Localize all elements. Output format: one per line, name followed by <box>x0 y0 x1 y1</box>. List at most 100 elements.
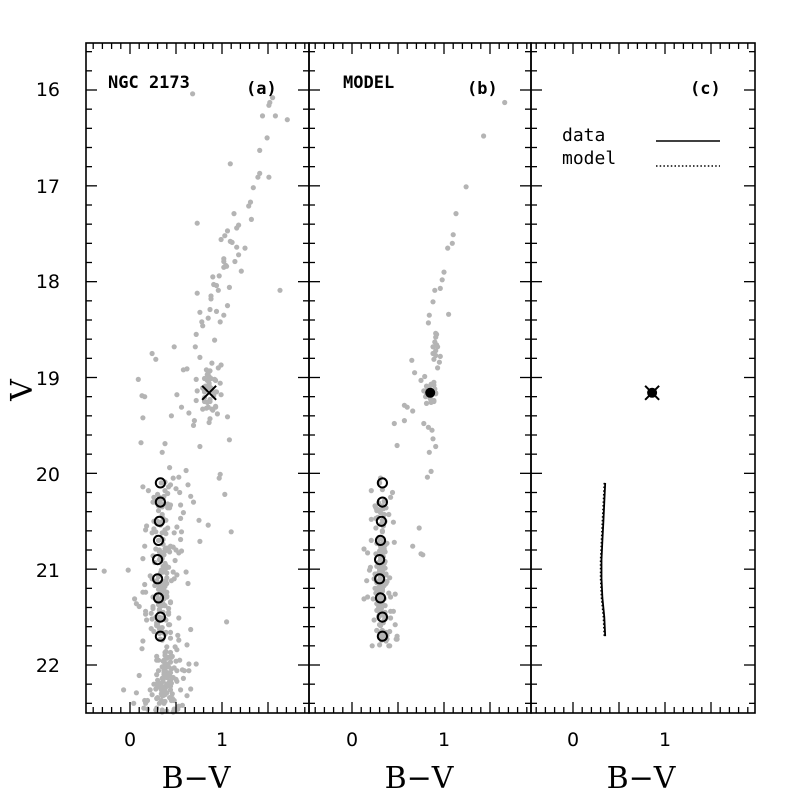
star-point <box>224 228 231 234</box>
star-point <box>140 638 146 644</box>
ridge-line-circle <box>376 477 388 489</box>
star-point <box>215 287 221 293</box>
star-point <box>436 359 442 365</box>
star-point <box>205 315 211 321</box>
panel-b-x-axis-label: B−V <box>385 761 455 796</box>
star-point <box>186 668 192 674</box>
star-point <box>166 611 172 617</box>
star-point <box>155 677 161 683</box>
star-point <box>428 399 434 405</box>
star-point <box>178 529 185 535</box>
star-point <box>206 382 212 388</box>
star-point <box>168 697 174 704</box>
star-point <box>194 388 200 394</box>
star-point <box>432 339 438 345</box>
star-point <box>481 133 487 139</box>
star-point <box>392 622 398 628</box>
star-point <box>166 605 172 612</box>
data-layer <box>101 91 660 715</box>
star-point <box>441 269 447 275</box>
star-point <box>150 603 156 610</box>
star-point <box>185 482 191 488</box>
star-point <box>200 323 206 329</box>
star-point <box>156 614 162 620</box>
star-point <box>393 636 399 642</box>
star-point <box>144 706 151 712</box>
ridge-line-circle <box>153 515 165 527</box>
ridge-line-circle <box>154 496 166 508</box>
star-point <box>366 567 373 573</box>
star-point <box>190 422 197 428</box>
star-point <box>164 655 170 661</box>
star-point <box>428 468 434 474</box>
star-point <box>186 661 192 667</box>
star-point <box>186 410 192 416</box>
axis-ticks <box>86 43 755 713</box>
star-point <box>172 557 178 564</box>
star-point <box>169 691 175 697</box>
star-point <box>222 233 228 239</box>
star-point <box>178 548 185 554</box>
star-point <box>194 290 200 296</box>
star-point <box>159 707 165 713</box>
star-point <box>197 443 203 450</box>
star-point <box>429 427 435 433</box>
star-point <box>502 99 508 106</box>
star-point <box>445 245 451 251</box>
star-point <box>284 117 290 123</box>
star-point <box>158 480 164 486</box>
star-point <box>387 643 393 649</box>
star-point <box>207 416 213 422</box>
ridge-line-circle <box>152 592 165 604</box>
star-point <box>227 161 233 167</box>
star-point <box>368 516 374 522</box>
star-point <box>423 400 430 406</box>
star-point <box>180 675 186 682</box>
star-point <box>174 647 180 653</box>
star-point <box>193 397 199 404</box>
star-point <box>205 522 211 528</box>
star-point <box>151 628 157 635</box>
star-point <box>174 524 180 530</box>
star-point <box>167 672 173 679</box>
star-point <box>418 377 424 383</box>
star-point <box>197 538 203 545</box>
star-point <box>167 649 174 656</box>
star-point <box>221 312 227 318</box>
star-point <box>212 337 218 343</box>
star-point <box>197 354 203 360</box>
star-point <box>264 135 270 141</box>
star-point <box>431 356 437 362</box>
star-point <box>165 490 171 497</box>
star-point <box>140 556 146 562</box>
star-point <box>144 697 151 704</box>
star-point <box>217 319 223 325</box>
star-point <box>437 353 443 359</box>
star-point <box>174 668 180 674</box>
star-point <box>222 491 228 497</box>
star-point <box>236 252 242 258</box>
star-point <box>250 185 256 191</box>
star-point <box>167 465 173 471</box>
series-line-data <box>600 482 607 637</box>
star-point <box>167 678 173 684</box>
star-point <box>410 543 416 549</box>
legend-label-model: model <box>562 148 616 169</box>
star-point <box>277 287 283 293</box>
star-point <box>394 442 400 449</box>
star-point <box>160 586 166 592</box>
x-tick-label: 0 <box>346 729 358 751</box>
panel-c-x-axis-label: B−V <box>607 761 677 796</box>
star-point <box>160 686 166 692</box>
star-point <box>379 612 385 618</box>
star-point <box>361 546 367 552</box>
star-point <box>168 578 174 584</box>
star-point <box>152 582 158 589</box>
star-point <box>168 413 174 419</box>
star-point <box>257 147 263 153</box>
star-point <box>142 543 148 549</box>
ridge-line-circle <box>376 611 388 623</box>
y-tick-label: 17 <box>36 176 60 198</box>
star-point <box>148 610 154 616</box>
